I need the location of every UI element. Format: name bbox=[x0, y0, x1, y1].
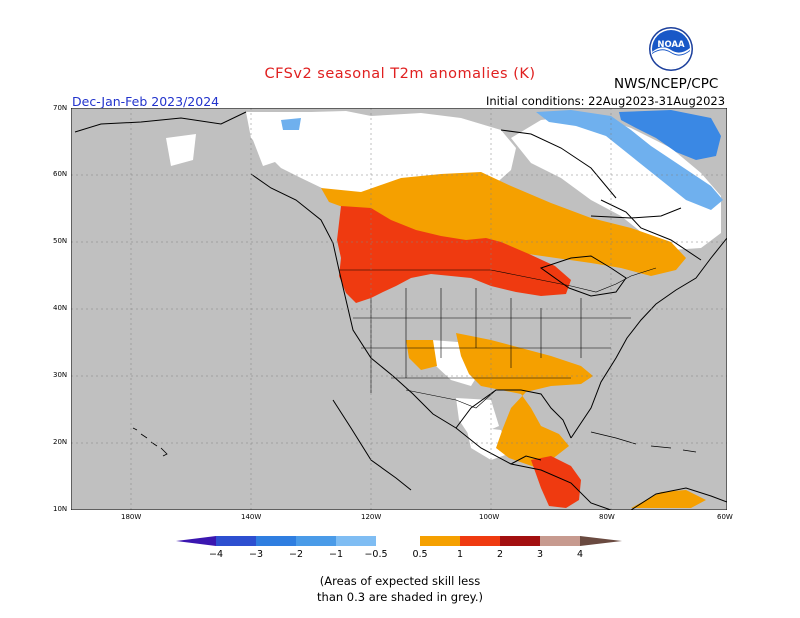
colorbar-tick: −3 bbox=[249, 549, 263, 560]
agency-label: NWS/NCEP/CPC bbox=[614, 76, 719, 92]
footnote-line-2: than 0.3 are shaded in grey.) bbox=[317, 590, 483, 604]
cold-minus-1-minus-0.5-regions bbox=[281, 110, 723, 210]
noaa-logo: NOAA bbox=[649, 27, 693, 71]
season-label: Dec-Jan-Feb 2023/2024 bbox=[72, 94, 220, 109]
colorbar-left-arrow bbox=[176, 536, 216, 546]
lat-label: 10N bbox=[53, 505, 68, 513]
lon-label: 100W bbox=[479, 513, 500, 521]
lat-label: 70N bbox=[53, 104, 68, 112]
colorbar-segment bbox=[500, 536, 540, 546]
colorbar-segment bbox=[460, 536, 500, 546]
lon-label: 80W bbox=[599, 513, 615, 521]
colorbar-tick: −1 bbox=[329, 549, 343, 560]
caribbean-islands bbox=[590, 431, 697, 453]
map-title: CFSv2 seasonal T2m anomalies (K) bbox=[264, 66, 536, 82]
colorbar-segment bbox=[256, 536, 296, 546]
cold-minus-2-minus-1-regions bbox=[619, 110, 721, 160]
hawaii-islands bbox=[132, 427, 168, 457]
colorbar-segment bbox=[336, 536, 376, 546]
colorbar-segment bbox=[420, 536, 460, 546]
colorbar-segment bbox=[540, 536, 580, 546]
skill-footnote: (Areas of expected skill less than 0.3 a… bbox=[0, 573, 800, 605]
lat-label: 20N bbox=[53, 438, 68, 446]
colorbar-tick: 0.5 bbox=[412, 549, 427, 560]
colorbar-segment bbox=[216, 536, 256, 546]
colorbar-tick: 3 bbox=[537, 549, 543, 560]
lat-label: 40N bbox=[53, 304, 68, 312]
political-borders bbox=[339, 267, 657, 409]
colorbar-tick: −2 bbox=[289, 549, 303, 560]
lat-label: 30N bbox=[53, 371, 68, 379]
lat-label: 50N bbox=[53, 237, 68, 245]
lat-label: 60N bbox=[53, 170, 68, 178]
colorbar-segment bbox=[376, 536, 420, 546]
footnote-line-1: (Areas of expected skill less bbox=[319, 574, 481, 588]
colorbar-tick: −4 bbox=[209, 549, 223, 560]
lon-label: 140W bbox=[241, 513, 262, 521]
graticule bbox=[71, 108, 727, 510]
svg-text:NOAA: NOAA bbox=[657, 40, 685, 50]
anomaly-map bbox=[71, 108, 727, 510]
lon-label: 120W bbox=[361, 513, 382, 521]
warm-1-2-regions bbox=[337, 206, 581, 508]
lon-label: 60W bbox=[717, 513, 733, 521]
lon-label: 180W bbox=[121, 513, 142, 521]
colorbar: −4 −3 −2 −1 −0.5 0.5 1 2 3 4 bbox=[176, 536, 622, 560]
colorbar-segment bbox=[296, 536, 336, 546]
warm-0.5-1-regions bbox=[321, 172, 706, 508]
colorbar-right-arrow bbox=[580, 536, 622, 546]
colorbar-tick: 1 bbox=[457, 549, 463, 560]
colorbar-tick: 2 bbox=[497, 549, 503, 560]
initial-conditions-label: Initial conditions: 22Aug2023-31Aug2023 bbox=[486, 94, 726, 108]
colorbar-tick: 4 bbox=[577, 549, 583, 560]
colorbar-tick: −0.5 bbox=[364, 549, 387, 560]
